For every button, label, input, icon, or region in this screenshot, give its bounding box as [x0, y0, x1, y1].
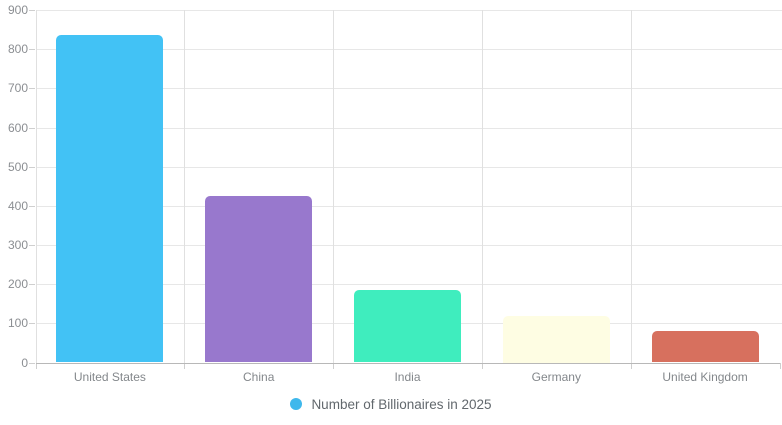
- y-tick: [29, 245, 35, 246]
- v-gridline: [630, 10, 632, 363]
- y-tick-label: 600: [7, 120, 28, 135]
- bar-united-kingdom[interactable]: [651, 331, 759, 363]
- v-gridline: [184, 10, 186, 363]
- x-category-label: India: [394, 370, 421, 384]
- legend-marker-icon: [290, 398, 303, 410]
- x-tick: [630, 362, 632, 369]
- h-gridline: [35, 166, 782, 168]
- y-tick: [29, 10, 35, 11]
- x-tick: [35, 362, 37, 369]
- bar-united-states[interactable]: [56, 35, 164, 363]
- h-gridline: [35, 49, 782, 51]
- h-gridline: [35, 245, 782, 246]
- h-gridline: [35, 10, 782, 11]
- y-tick: [29, 362, 35, 364]
- h-gridline: [35, 88, 782, 90]
- y-tick-label: 200: [7, 277, 28, 292]
- x-tick: [779, 362, 781, 369]
- y-tick: [29, 127, 35, 129]
- bar-india[interactable]: [353, 290, 462, 363]
- y-tick-label: 900: [7, 3, 28, 17]
- x-category-label: China: [243, 370, 275, 384]
- x-category-label: Germany: [531, 370, 581, 384]
- v-gridline: [481, 10, 483, 363]
- y-tick-label: 400: [7, 198, 28, 213]
- v-gridline: [333, 10, 335, 363]
- y-tick: [29, 205, 35, 207]
- x-tick: [333, 362, 335, 369]
- h-gridline: [35, 205, 782, 207]
- y-tick-label: 700: [7, 81, 28, 96]
- x-axis-line: [35, 362, 780, 364]
- x-tick: [184, 362, 186, 369]
- y-tick: [29, 88, 35, 90]
- x-category-label: United States: [73, 370, 146, 384]
- bar-china[interactable]: [205, 196, 313, 363]
- chart-legend[interactable]: Number of Billionaires in 2025: [0, 395, 782, 413]
- y-tick-label: 0: [21, 355, 28, 370]
- y-tick: [29, 284, 35, 286]
- bar-germany[interactable]: [502, 315, 610, 363]
- x-category-label: United Kingdom: [662, 370, 748, 384]
- v-gridline: [35, 10, 37, 363]
- y-tick: [29, 166, 35, 168]
- legend-label: Number of Billionaires in 2025: [311, 396, 492, 412]
- y-tick-label: 100: [7, 316, 28, 331]
- y-tick: [29, 323, 35, 325]
- x-tick: [481, 362, 483, 369]
- y-tick-label: 500: [7, 159, 28, 174]
- y-tick-label: 300: [7, 238, 28, 252]
- y-tick: [29, 49, 35, 51]
- h-gridline: [35, 284, 782, 286]
- y-tick-label: 800: [7, 42, 28, 57]
- h-gridline: [35, 127, 782, 129]
